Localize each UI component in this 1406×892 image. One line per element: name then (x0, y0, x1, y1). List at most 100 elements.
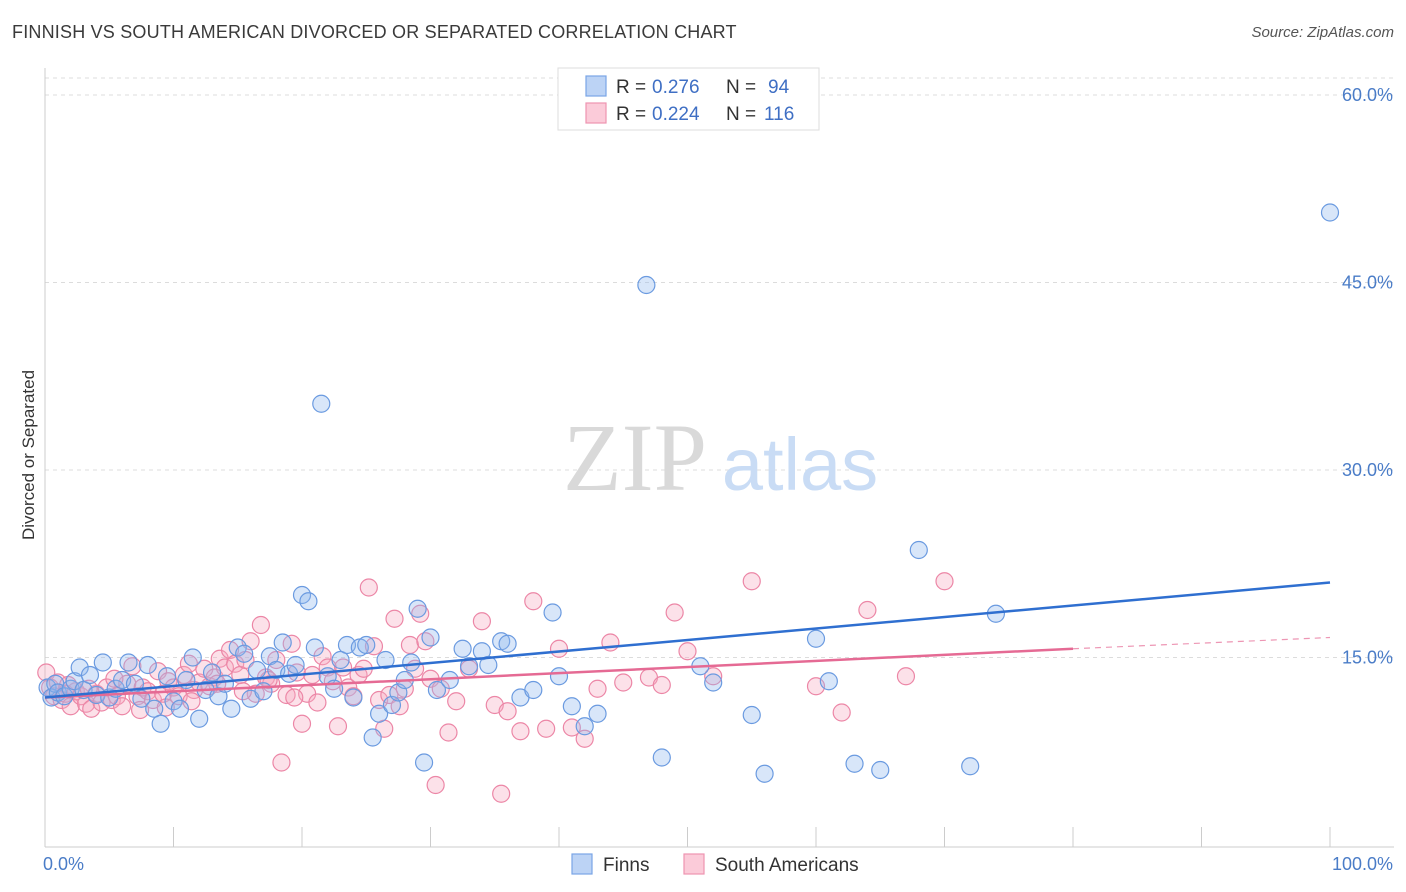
legend-swatch-south-americans (585, 102, 607, 124)
south-americans-point-92 (588, 679, 607, 698)
finns-trend-line (44, 581, 1331, 699)
finns-point-75 (562, 697, 581, 716)
south-americans-point-98 (678, 642, 697, 661)
finns-point-65 (453, 639, 472, 658)
finns-point-61 (414, 753, 434, 772)
south-americans-point-102 (832, 703, 851, 722)
finns-point-55 (376, 650, 395, 670)
watermark-atlas: atlas (722, 423, 878, 506)
south-americans-point-43 (251, 615, 270, 635)
finns-points (38, 203, 1340, 783)
legend-r-label-south-americans: R = (616, 104, 646, 125)
south-americans-point-97 (665, 603, 684, 622)
legend-n-label-south-americans: N = (726, 104, 756, 125)
legend-n-value-finns: 94 (768, 77, 790, 98)
finns-point-83 (755, 764, 774, 783)
finns-point-21 (157, 667, 177, 686)
finns-point-20 (151, 714, 170, 733)
south-americans-point-90 (562, 718, 581, 737)
finns-point-44 (305, 638, 324, 657)
finns-point-78 (637, 275, 656, 295)
finns-point-41 (286, 655, 305, 675)
finns-point-91 (1320, 203, 1340, 222)
south-americans-point-54 (308, 693, 327, 712)
south-americans-point-86 (511, 722, 530, 741)
finns-point-73 (543, 603, 562, 622)
finns-point-77 (588, 704, 607, 723)
trend-lines (44, 581, 1331, 699)
finns-point-76 (575, 717, 594, 736)
finns-point-15 (119, 653, 138, 672)
south-americans-point-99 (704, 667, 723, 686)
bottom-legend-label-south-americans: South Americans (715, 855, 859, 876)
finns-point-86 (845, 754, 864, 773)
chart-title: FINNISH VS SOUTH AMERICAN DIVORCED OR SE… (12, 22, 737, 42)
south-americans-point-103 (858, 600, 877, 620)
finns-point-18 (138, 655, 157, 675)
south-americans-point-64 (359, 578, 378, 597)
watermark: ZIP atlas (563, 404, 878, 511)
south-americans-point-87 (524, 592, 543, 611)
finns-point-68 (479, 655, 498, 675)
south-americans-point-69 (385, 609, 404, 628)
finns-point-60 (408, 599, 427, 618)
legend-r-label-finns: R = (616, 77, 646, 98)
finns-point-48 (331, 650, 350, 670)
finns-point-63 (427, 680, 447, 700)
finns-point-39 (273, 633, 292, 652)
south-americans-point-51 (292, 714, 312, 733)
finns-point-72 (524, 680, 543, 700)
south-americans-point-79 (439, 723, 458, 742)
south-americans-point-91 (575, 729, 594, 748)
finns-point-84 (806, 629, 826, 648)
finns-point-52 (357, 635, 376, 655)
south-americans-point-114 (259, 670, 278, 690)
finns-point-23 (170, 699, 190, 718)
south-americans-point-80 (447, 692, 466, 711)
south-americans-point-104 (896, 667, 916, 686)
finns-point-53 (363, 728, 382, 747)
legend-swatch-finns (585, 75, 607, 97)
finns-point-82 (742, 705, 761, 725)
y-tick-label-0: 15.0% (1342, 648, 1393, 668)
finns-point-17 (132, 689, 151, 708)
bottom-legend: Finns South Americans (571, 853, 859, 876)
top-legend: R = 0.276 N = 94 R = 0.224 N = 116 (557, 67, 820, 131)
finns-point-25 (183, 648, 202, 667)
finns-point-87 (871, 760, 890, 780)
bottom-legend-swatch-south-americans (683, 853, 705, 875)
finns-point-79 (652, 748, 671, 767)
south-americans-point-70 (390, 697, 409, 716)
finns-point-31 (222, 699, 241, 718)
south-americans-point-84 (492, 784, 511, 803)
finns-point-74 (549, 667, 569, 686)
finns-point-64 (440, 670, 459, 690)
south-americans-trend-extension (1072, 636, 1331, 650)
finns-point-36 (254, 682, 273, 701)
finns-point-70 (498, 634, 517, 653)
south-americans-point-72 (400, 635, 420, 655)
south-americans-point-77 (426, 775, 445, 795)
grid-lines (45, 77, 1394, 658)
finns-point-59 (402, 653, 421, 672)
finns-point-89 (961, 757, 980, 776)
finns-point-85 (819, 672, 838, 691)
south-americans-points (37, 572, 954, 803)
finns-point-35 (247, 660, 267, 680)
south-americans-trend-line (44, 647, 1074, 699)
south-americans-point-16 (112, 697, 132, 716)
finns-point-62 (421, 628, 440, 647)
south-americans-point-105 (935, 572, 954, 591)
y-tick-label-2: 45.0% (1342, 273, 1393, 293)
south-americans-point-100 (742, 572, 761, 591)
finns-point-22 (164, 692, 183, 711)
finns-point-81 (704, 673, 723, 692)
finns-point-88 (909, 540, 928, 560)
bottom-legend-swatch-finns (571, 853, 593, 875)
finns-point-54 (370, 704, 389, 723)
south-americans-point-65 (364, 637, 384, 656)
legend-r-value-finns: 0.276 (652, 77, 700, 98)
finns-point-19 (145, 699, 164, 718)
x-tick-label-max: 100.0% (1332, 854, 1393, 874)
